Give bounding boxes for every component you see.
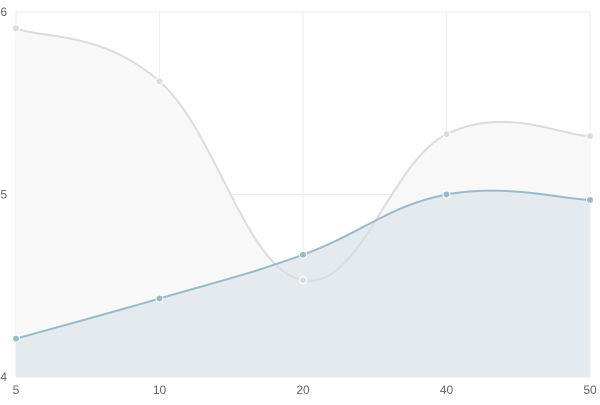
y-tick-label: 6 [0,5,7,19]
series-2-point [12,334,20,343]
series-2-point [586,195,594,204]
series-1-point [12,24,20,33]
series-1-point [586,132,594,141]
axes: 456 5 10 20 40 50 [0,5,597,397]
x-tick-label: 40 [440,383,454,397]
series-points [12,24,594,343]
y-tick-label: 4 [0,370,7,384]
series-2-point [442,190,451,199]
series-2-point [299,250,307,259]
x-tick-label: 20 [296,383,310,397]
x-tick-label: 5 [13,383,20,397]
series-1-point [155,77,164,86]
y-tick-label: 5 [0,188,7,202]
series-2-point [155,294,164,303]
y-axis-labels: 4 5 6 [0,5,7,384]
series-1-point [442,130,451,139]
series-1-point [299,276,307,285]
x-tick-label: 50 [583,383,597,397]
x-tick-label: 10 [153,383,167,397]
x-axis-labels: 5 10 20 40 50 [13,383,597,397]
